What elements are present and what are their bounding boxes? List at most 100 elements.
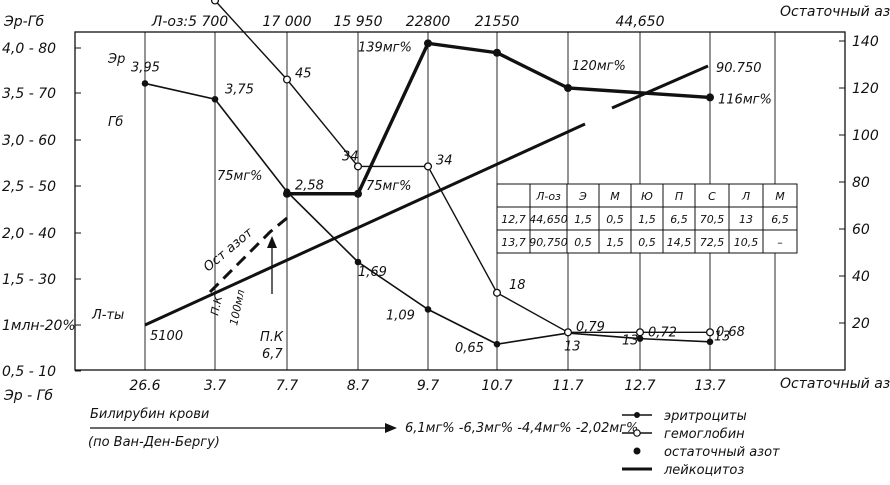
table-cell: 0,5 xyxy=(606,213,624,226)
left-axis-label: Эр-Гб xyxy=(3,14,45,30)
left-tick-label: 3,5 - 70 xyxy=(2,86,56,102)
left-tick-label: 0,5 - 10 xyxy=(2,364,56,380)
hemoglobin-value-label: 13 xyxy=(622,333,639,348)
right-tick-label: 120 xyxy=(852,81,879,97)
table-cell: 90,750 xyxy=(529,236,568,249)
transfusion-2-label: П.К xyxy=(260,330,284,345)
transfusion-arrow-head xyxy=(267,236,277,248)
x-tick-label: 12.7 xyxy=(624,378,655,394)
differential-table xyxy=(496,183,798,254)
leukocyte-count-label: 44,650 xyxy=(616,14,665,30)
legend-label: эритроциты xyxy=(664,409,747,424)
legend-layer: эритроциты гемоглобин остаточный азот лейко… xyxy=(622,409,780,478)
legend-label: гемоглобин xyxy=(664,427,745,442)
table-header-cell: Ю xyxy=(641,190,653,203)
hemoglobin-point xyxy=(282,75,292,84)
table-cell: 0,5 xyxy=(574,236,592,249)
x-axis-label: Остаточный азот xyxy=(780,376,890,392)
leukocytosis-end-label: 90.750 xyxy=(716,61,762,76)
erythrocyte-value-label: 1,09 xyxy=(386,308,415,323)
table-cell: 10,5 xyxy=(734,236,759,249)
table-cell: 13,7 xyxy=(501,236,526,249)
table-cell: 1,5 xyxy=(574,213,592,226)
hemoglobin-value-label: 45 xyxy=(295,67,312,82)
residual-nitrogen-series-label: Ост азот xyxy=(201,225,257,275)
legend-label: остаточный азот xyxy=(664,445,780,460)
hemoglobin-point xyxy=(423,162,433,171)
erythrocyte-series-label: Эр xyxy=(107,52,125,67)
erythrocyte-value-label: 0,68 xyxy=(716,325,745,340)
left-axis-label-bottom: Эр - Гб xyxy=(3,388,53,404)
table-header-cell: М xyxy=(775,190,785,203)
hemoglobin-point xyxy=(210,0,220,5)
left-tick-label: 2,0 - 40 xyxy=(2,226,56,242)
legend-marker-erythrocytes xyxy=(634,412,640,418)
leukocyte-count-label: 17 000 xyxy=(263,14,312,30)
bilirubin-method-label: (по Ван-Ден-Бергу) xyxy=(88,435,220,450)
right-tick-label: 80 xyxy=(852,175,870,191)
residual-nitrogen-point xyxy=(493,48,501,57)
transfusion-1-label: П.К xyxy=(208,294,225,317)
bilirubin-values: 6,1мг% -6,3мг% -4,4мг% -2,02мг% xyxy=(405,421,638,436)
residual-nitrogen-value-label: 75мг% xyxy=(217,169,263,184)
plot-border xyxy=(74,31,846,371)
table-header-cell: Л-оз xyxy=(535,190,561,203)
series-leukocytosis-line-a xyxy=(144,122,586,327)
x-tick-label: 8.7 xyxy=(347,378,369,394)
leukocyte-series-label: Л-ты xyxy=(91,308,124,323)
table-cell: – xyxy=(777,236,783,249)
residual-nitrogen-point xyxy=(424,39,432,48)
table-cell: 72,5 xyxy=(700,236,725,249)
table-header-cell: М xyxy=(610,190,620,203)
table-header-cell: Л xyxy=(741,190,750,203)
erythrocyte-value-label: 2,58 xyxy=(295,179,324,194)
table-cell: 6,5 xyxy=(670,213,688,226)
x-tick-label: 10.7 xyxy=(481,378,512,394)
bilirubin-arrow-head xyxy=(385,423,397,433)
table-header-cell: С xyxy=(708,190,716,203)
x-tick-label: 7.7 xyxy=(276,378,298,394)
x-tick-label: 11.7 xyxy=(552,378,583,394)
erythrocyte-point xyxy=(706,338,714,346)
hemoglobin-point xyxy=(563,328,573,337)
table-cell: 6,5 xyxy=(771,213,789,226)
table-header-cell: П xyxy=(675,190,683,203)
table-cell: 12,7 xyxy=(501,213,526,226)
table-cell: 44,650 xyxy=(529,213,568,226)
residual-nitrogen-value-label: 75мг% xyxy=(366,179,412,194)
table-cell: 13 xyxy=(739,213,753,226)
right-axis-label: Остаточный азот xyxy=(780,4,890,20)
transfusion-1-volume: 100мл xyxy=(227,288,247,326)
legend-label: лейкоцитоз xyxy=(663,463,744,478)
residual-nitrogen-dashed-line xyxy=(208,216,288,294)
erythrocyte-point xyxy=(354,258,362,266)
hemoglobin-point xyxy=(705,328,715,337)
right-tick-label: 60 xyxy=(852,222,870,238)
leukocyte-count-label: Л-оз:5 700 xyxy=(151,14,228,30)
series-residual-nitrogen-line xyxy=(287,41,711,196)
erythrocyte-value-label: 3,95 xyxy=(131,60,160,75)
residual-nitrogen-point xyxy=(354,189,362,198)
series-leukocytosis-line-b xyxy=(611,64,709,110)
left-tick-label: 2,5 - 50 xyxy=(2,179,56,195)
residual-nitrogen-point xyxy=(706,93,714,102)
table-cell: 0,5 xyxy=(638,236,656,249)
x-tick-label: 3.7 xyxy=(204,378,226,394)
right-tick-label: 20 xyxy=(852,316,870,332)
table-layer: 12,7 13,7 Л-оз 44,650 90,750 Э 1,5 0,5 М 0,5 1,5 Ю 1… xyxy=(496,183,798,254)
table-header-cell: Э xyxy=(578,190,587,203)
right-tick-label: 140 xyxy=(852,34,879,50)
table-cell: 1,5 xyxy=(606,236,624,249)
right-tick-label: 40 xyxy=(852,269,870,285)
leukocyte-count-label: 15 950 xyxy=(334,14,383,30)
erythrocyte-value-label: 0,72 xyxy=(648,326,677,341)
bilirubin-label: Билирубин крови xyxy=(90,407,209,422)
erythrocyte-value-label: 0,79 xyxy=(576,320,605,335)
left-tick-label: 4,0 - 80 xyxy=(2,41,56,57)
erythrocyte-point xyxy=(141,80,149,87)
right-tick-label: 100 xyxy=(852,128,879,144)
hemoglobin-value-label: 13 xyxy=(564,339,581,354)
hemoglobin-value-label: 34 xyxy=(436,153,453,168)
plot-frame xyxy=(74,31,846,371)
